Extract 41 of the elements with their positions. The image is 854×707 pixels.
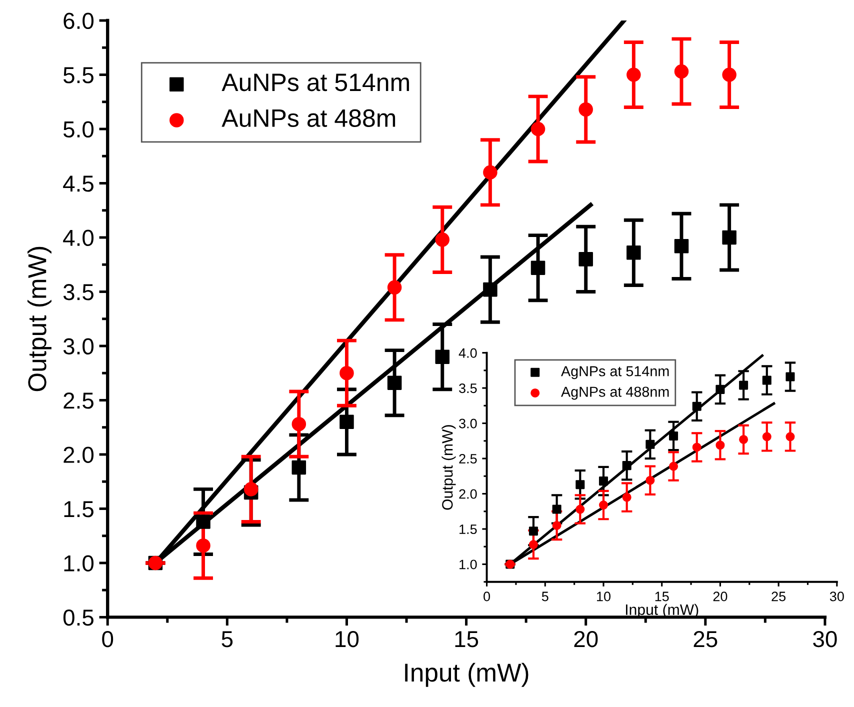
- y-tick-label: 1.0: [64, 555, 94, 572]
- y-tick-label: 3.5: [63, 284, 94, 300]
- y-axis-title: Output (mW): [27, 246, 52, 392]
- y-tick-label: 3.5: [459, 383, 477, 394]
- x-axis-title: Input (mW): [405, 662, 528, 687]
- y-tick-label: 1.0: [460, 560, 477, 570]
- y-tick-label: 4.0: [458, 348, 477, 358]
- x-tick-label: 20: [574, 631, 598, 648]
- x-axis-title: Input (mW): [626, 604, 698, 618]
- y-tick-label: 5.0: [63, 121, 94, 138]
- legend-label: AgNPs at 514nm: [561, 366, 669, 380]
- x-tick-label: 0: [102, 631, 114, 648]
- y-tick-label: 3.0: [63, 338, 94, 355]
- x-tick-label: 15: [455, 631, 478, 648]
- y-tick-label: 1.5: [460, 524, 477, 534]
- y-tick-label: 4.5: [63, 176, 94, 192]
- y-tick-label: 2.5: [64, 392, 94, 409]
- legend-label: AuNPs at 514nm: [222, 74, 409, 92]
- y-tick-label: 2.0: [459, 489, 477, 499]
- x-tick-label: 5: [222, 631, 233, 648]
- y-tick-label: 3.0: [459, 418, 477, 428]
- y-tick-label: 0.5: [63, 610, 94, 626]
- x-tick-label: 30: [830, 592, 844, 602]
- y-tick-label: 6.0: [64, 12, 94, 30]
- x-tick-label: 15: [655, 592, 669, 602]
- y-tick-label: 4.0: [63, 230, 94, 246]
- x-tick-label: 0: [484, 592, 490, 602]
- x-tick-label: 20: [713, 592, 728, 602]
- x-tick-label: 25: [694, 631, 718, 648]
- legend-label: AuNPs at 488m: [222, 109, 396, 128]
- x-tick-label: 10: [596, 592, 610, 602]
- x-tick-label: 30: [813, 631, 837, 648]
- legend-label: AgNPs at 488nm: [561, 386, 669, 400]
- x-tick-label: 5: [542, 592, 548, 602]
- y-tick-label: 5.5: [63, 67, 94, 84]
- y-tick-label: 1.5: [64, 501, 94, 518]
- x-tick-label: 10: [336, 631, 359, 648]
- y-axis-title: Output (mW): [442, 425, 456, 510]
- y-tick-label: 2.0: [64, 446, 94, 463]
- x-tick-label: 25: [772, 592, 786, 602]
- y-tick-label: 2.5: [459, 454, 477, 464]
